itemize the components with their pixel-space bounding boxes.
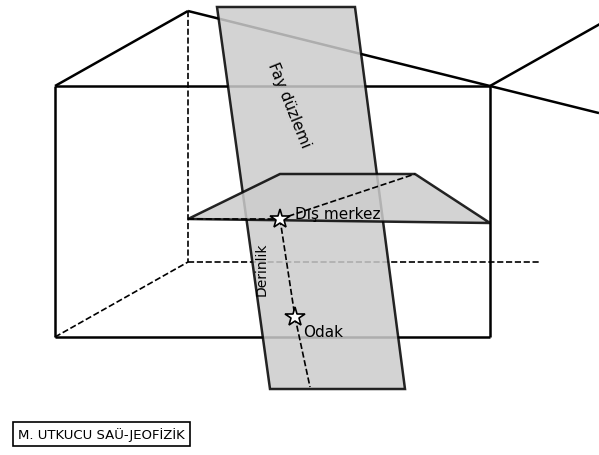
Text: M. UTKUCU SAÜ-JEOFİZİK: M. UTKUCU SAÜ-JEOFİZİK bbox=[18, 427, 184, 441]
Text: Odak: Odak bbox=[303, 325, 343, 340]
Polygon shape bbox=[217, 8, 405, 389]
Text: Dış merkez: Dış merkez bbox=[295, 207, 380, 222]
Polygon shape bbox=[188, 175, 490, 223]
Text: Fay düzlemi: Fay düzlemi bbox=[265, 60, 313, 150]
Text: Derinlik: Derinlik bbox=[255, 242, 269, 295]
